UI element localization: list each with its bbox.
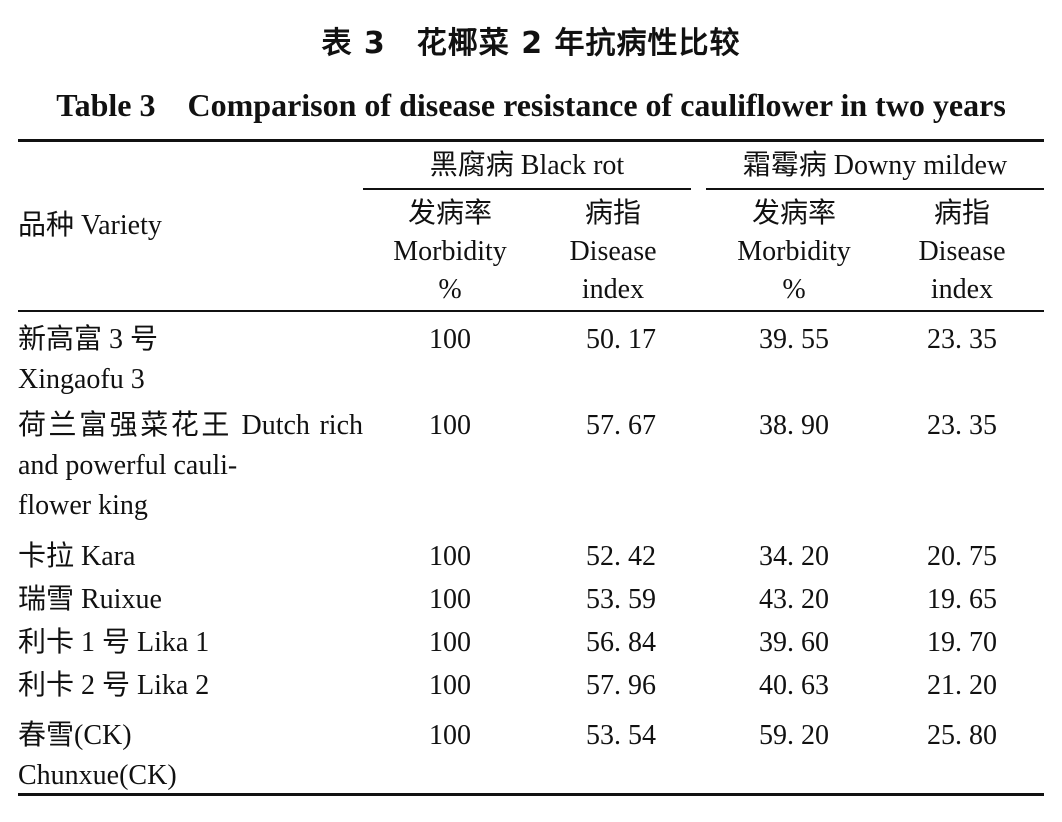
variety-cell: 卡拉 Kara bbox=[18, 541, 136, 572]
variety-cell: 新高富 3 号 Xingaofu 3 bbox=[18, 324, 159, 395]
br-index-cell: 56. 84 bbox=[586, 627, 656, 658]
dm-index-cell: 21. 20 bbox=[927, 670, 997, 701]
br-morbidity-cell: 100 bbox=[429, 720, 471, 751]
dm-index-cell: 23. 35 bbox=[927, 324, 997, 355]
top-rule bbox=[18, 139, 1044, 142]
dm-morbidity-cell: 39. 55 bbox=[759, 324, 829, 355]
header-dm-disease-index: 病指 Disease index bbox=[918, 198, 1006, 305]
dm-morbidity-cell: 34. 20 bbox=[759, 541, 829, 572]
header-dm-morbidity: 发病率 Morbidity% bbox=[737, 198, 851, 305]
header-black-rot: 黑腐病 Black rot bbox=[429, 150, 625, 181]
variety-cell: 春雪(CK) Chunxue(CK) bbox=[18, 720, 177, 791]
br-morbidity-cell: 100 bbox=[429, 670, 471, 701]
dm-morbidity-cell: 38. 90 bbox=[759, 410, 829, 441]
br-index-cell: 53. 59 bbox=[586, 584, 656, 615]
dm-index-cell: 19. 70 bbox=[927, 627, 997, 658]
table-caption-cn: 表 3 花椰菜 2 年抗病性比较 bbox=[321, 26, 741, 61]
variety-cell: 利卡 1 号 Lika 1 bbox=[18, 627, 210, 658]
variety-cell: 荷兰富强菜花王 Dutch rich and powerful cauli- f… bbox=[18, 410, 363, 521]
table-caption-en: Table 3 Comparison of disease resistance… bbox=[56, 87, 1006, 123]
dm-morbidity-cell: 39. 60 bbox=[759, 627, 829, 658]
downy-mildew-rule bbox=[706, 188, 1044, 190]
dm-morbidity-cell: 59. 20 bbox=[759, 720, 829, 751]
dm-index-cell: 23. 35 bbox=[927, 410, 997, 441]
dm-index-cell: 25. 80 bbox=[927, 720, 997, 751]
dm-morbidity-cell: 40. 63 bbox=[759, 670, 829, 701]
dm-index-cell: 20. 75 bbox=[927, 541, 997, 572]
header-br-morbidity: 发病率 Morbidity% bbox=[393, 198, 507, 305]
header-br-disease-index: 病指 Disease index bbox=[569, 198, 657, 305]
header-variety: 品种 Variety bbox=[18, 210, 162, 241]
header-downy-mildew: 霜霉病 Downy mildew bbox=[742, 150, 1008, 181]
br-morbidity-cell: 100 bbox=[429, 584, 471, 615]
br-morbidity-cell: 100 bbox=[429, 410, 471, 441]
br-index-cell: 57. 67 bbox=[586, 410, 656, 441]
br-index-cell: 52. 42 bbox=[586, 541, 656, 572]
variety-cell: 利卡 2 号 Lika 2 bbox=[18, 670, 210, 701]
br-index-cell: 50. 17 bbox=[586, 324, 656, 355]
variety-cell: 瑞雪 Ruixue bbox=[18, 584, 162, 615]
dm-morbidity-cell: 43. 20 bbox=[759, 584, 829, 615]
header-bottom-rule bbox=[18, 310, 1044, 312]
br-index-cell: 53. 54 bbox=[586, 720, 656, 751]
black-rot-rule bbox=[363, 188, 691, 190]
bottom-rule bbox=[18, 793, 1044, 796]
dm-index-cell: 19. 65 bbox=[927, 584, 997, 615]
br-morbidity-cell: 100 bbox=[429, 541, 471, 572]
br-morbidity-cell: 100 bbox=[429, 324, 471, 355]
br-index-cell: 57. 96 bbox=[586, 670, 656, 701]
br-morbidity-cell: 100 bbox=[429, 627, 471, 658]
